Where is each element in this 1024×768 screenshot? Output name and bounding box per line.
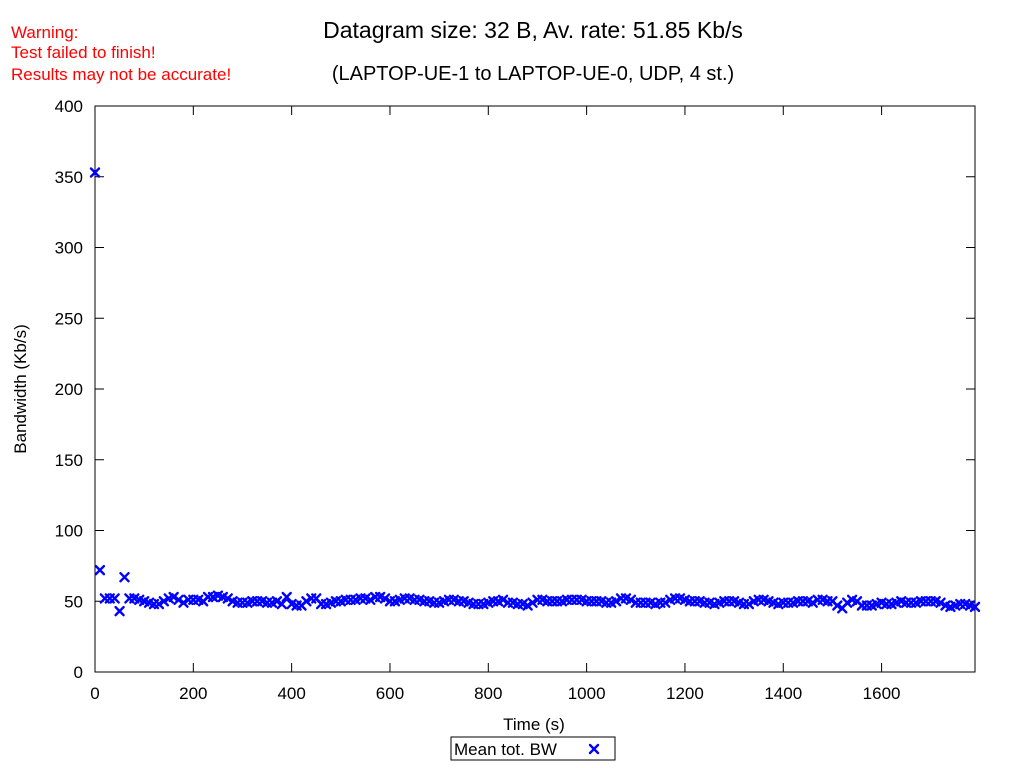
x-tick-label: 1400: [764, 684, 802, 703]
data-point: [281, 591, 292, 603]
y-tick-label: 100: [55, 522, 83, 541]
x-tick-label: 1000: [568, 684, 606, 703]
x-tick-label: 400: [277, 684, 305, 703]
data-point: [807, 597, 818, 608]
x-axis-label: Time (s): [503, 715, 565, 734]
data-point: [969, 601, 981, 613]
data-point: [222, 593, 233, 604]
data-point: [935, 597, 946, 608]
y-axis-label: Bandwidth (Kb/s): [11, 324, 30, 453]
data-point: [660, 597, 671, 608]
data-point: [153, 598, 165, 610]
data-point: [841, 597, 853, 608]
x-tick-label: 800: [474, 684, 502, 703]
x-tick-label: 600: [376, 684, 404, 703]
y-tick-label: 400: [55, 97, 83, 116]
y-tick-label: 250: [55, 309, 83, 328]
y-tick-label: 150: [55, 451, 83, 470]
data-point: [178, 597, 189, 608]
legend-label: Mean tot. BW: [454, 740, 557, 759]
data-point: [497, 594, 509, 606]
data-point: [94, 564, 106, 576]
data-point: [168, 591, 179, 603]
warning-line-1: Warning:: [11, 23, 78, 42]
data-point: [301, 596, 312, 607]
axes-ticks: 0 50 100 150 200 250 300 350 400 0 200 400 600 800 100…: [55, 97, 975, 703]
chart-title: Datagram size: 32 B, Av. rate: 51.85 Kb/…: [323, 17, 743, 43]
data-point: [114, 605, 125, 617]
legend-marker-x: [588, 743, 600, 755]
data-point: [158, 596, 170, 607]
warning-line-2: Test failed to finish!: [11, 43, 156, 62]
x-tick-label: 1200: [666, 684, 704, 703]
legend: Mean tot. BW: [450, 736, 616, 761]
x-tick-label: 0: [90, 684, 99, 703]
y-tick-label: 0: [74, 663, 83, 682]
data-point: [832, 600, 843, 611]
legend-marker-x-icon: [588, 743, 600, 755]
data-point: [365, 594, 376, 606]
plot-frame: [94, 105, 976, 673]
warning-block: Warning: Test failed to finish! Results …: [11, 23, 231, 84]
data-point: [109, 593, 120, 604]
y-tick-label: 200: [55, 380, 83, 399]
data-point: [173, 594, 184, 606]
warning-line-3: Results may not be accurate!: [11, 65, 231, 84]
legend-box: [450, 736, 616, 761]
data-point: [610, 596, 622, 607]
data-point: [522, 600, 533, 611]
data-point: [89, 167, 101, 178]
data-point: [527, 597, 538, 608]
y-tick-label: 350: [55, 168, 83, 187]
x-tick-label: 1600: [863, 684, 901, 703]
data-point: [119, 571, 130, 583]
y-tick-label: 50: [64, 592, 83, 611]
chart-subtitle: (LAPTOP-UE-1 to LAPTOP-UE-0, UDP, 4 st.): [332, 63, 734, 85]
data-point: [276, 598, 288, 610]
data-point: [743, 598, 755, 610]
y-tick-label: 300: [55, 239, 83, 258]
x-tick-label: 200: [179, 684, 207, 703]
series-mean-tot-bw: [89, 167, 981, 617]
data-point: [379, 593, 391, 604]
data-point: [271, 596, 283, 607]
data-point: [625, 594, 637, 606]
